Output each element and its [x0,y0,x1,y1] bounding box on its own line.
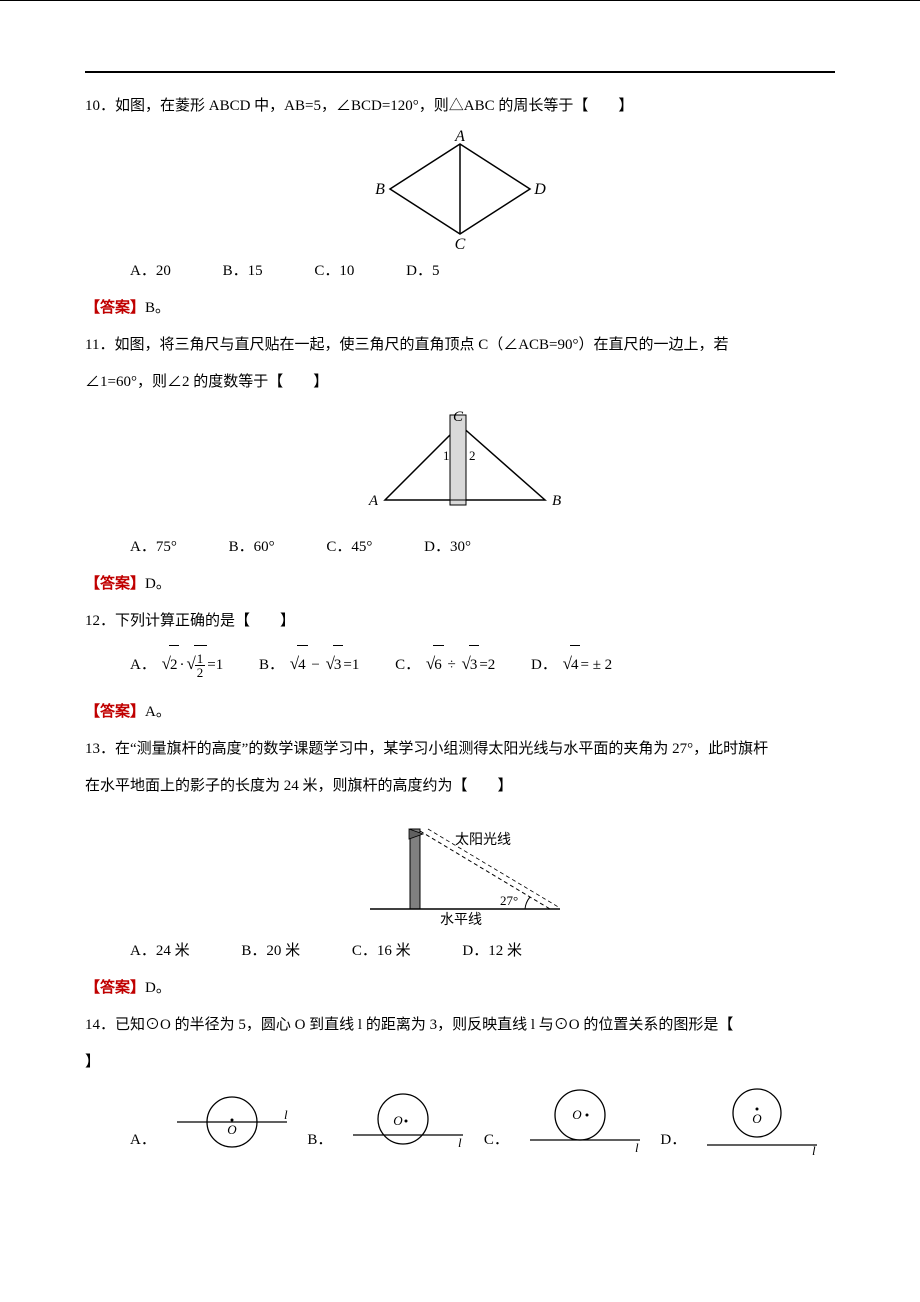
svg-text:l: l [812,1143,816,1157]
q10-figure: A B C D [85,129,835,249]
q12-stem: 12．下列计算正确的是【 】 [85,605,835,638]
q10-answer: 【答案】B。 [85,292,835,325]
q11-label-c: C [453,409,464,425]
q13-stem-l2: 在水平地面上的影子的长度为 24 米，则旗杆的高度约为【 】 [85,770,835,803]
q11-opt-b: 60° [254,539,275,555]
q10-opt-a: 20 [156,263,171,279]
svg-text:O: O [572,1107,582,1122]
q12-answer-prefix: 【答案】 [85,704,145,720]
q13-answer-prefix: 【答案】 [85,980,145,996]
q13-angle-label: 27° [500,893,518,908]
q11-options: A．75° B．60° C．45° D．30° [85,531,835,564]
q14-fig-c: O l [525,1087,645,1157]
q14-options: A． O l B． O l C． O [85,1087,835,1157]
q11-stem-l2: ∠1=60°，则∠2 的度数等于【 】 [85,366,835,399]
q11-figure: C A B 1 2 [85,405,835,525]
q10-options: A．20 B．15 C．10 D．5 [85,255,835,288]
q13-answer: 【答案】D。 [85,972,835,1005]
svg-text:l: l [458,1135,462,1150]
q13-opt-b: 20 米 [266,943,300,959]
svg-text:l: l [284,1107,288,1122]
q12-opt-d: D． 4= ± 2 [531,642,612,686]
q13-opt-c: 16 米 [377,943,411,959]
q13-options: A．24 米 B．20 米 C．16 米 D．12 米 [85,935,835,968]
q14-fig-a: O l [172,1087,292,1157]
q13-stem-l1: 13．在“测量旗杆的高度”的数学课题学习中，某学习小组测得太阳光线与水平面的夹角… [85,733,835,766]
q13-figure: 太阳光线 27° 水平线 [85,809,835,929]
svg-text:O: O [227,1122,237,1137]
q10-answer-val: B。 [145,300,170,316]
q10-label-d: D [533,181,546,198]
q14-opt-d-label: D． [660,1132,686,1148]
q11-label-1: 1 [443,448,450,463]
q14-fig-d: O l [702,1087,822,1157]
q10-answer-prefix: 【答案】 [85,300,145,316]
svg-text:O: O [752,1111,762,1126]
q12-answer-val: A。 [145,704,171,720]
q13-answer-val: D。 [145,980,171,996]
q11-stem-l1: 11．如图，将三角尺与直尺贴在一起，使三角尺的直角顶点 C（∠ACB=90°）在… [85,329,835,362]
svg-text:l: l [635,1140,639,1155]
q11-opt-d: 30° [450,539,471,555]
q13-sun-label: 太阳光线 [455,832,511,848]
q10-label-a: A [454,129,465,145]
q14-opt-a-label: A． [130,1132,156,1148]
q13-opt-a: 24 米 [156,943,190,959]
svg-text:O: O [393,1113,403,1128]
q14-opt-b-label: B． [307,1132,332,1148]
q10-opt-c: 10 [339,263,354,279]
q13-opt-d: 12 米 [488,943,522,959]
q11-answer-prefix: 【答案】 [85,576,145,592]
q12-opt-b: B． 4 − 3=1 [259,642,359,686]
q12-options: A． 2·12=1 B． 4 − 3=1 C． 6 ÷ 3=2 D． 4= ± … [85,642,835,686]
q11-label-a: A [368,493,379,509]
q11-opt-c: 45° [351,539,372,555]
q14-fig-b: O l [348,1087,468,1157]
q11-answer: 【答案】D。 [85,568,835,601]
q12-opt-a: A． 2·12=1 [130,642,223,686]
q14-stem-l1: 14．已知⊙O 的半径为 5，圆心 O 到直线 l 的距离为 3，则反映直线 l… [85,1009,835,1042]
q10-opt-b: 15 [248,263,263,279]
q10-label-c: C [455,236,466,249]
q12-opt-c: C． 6 ÷ 3=2 [395,642,495,686]
q14-stem-l2: 】 [85,1046,835,1079]
q12-answer: 【答案】A。 [85,696,835,729]
q11-label-2: 2 [469,448,476,463]
q11-label-b: B [552,493,561,509]
q10-opt-d: 5 [432,263,440,279]
q14-opt-c-label: C． [484,1132,509,1148]
q13-ground-label: 水平线 [440,912,482,928]
q11-opt-a: 75° [156,539,177,555]
q10-label-b: B [375,181,385,198]
q11-answer-val: D。 [145,576,171,592]
q10-stem: 10．如图，在菱形 ABCD 中，AB=5，∠BCD=120°，则△ABC 的周… [85,90,835,123]
